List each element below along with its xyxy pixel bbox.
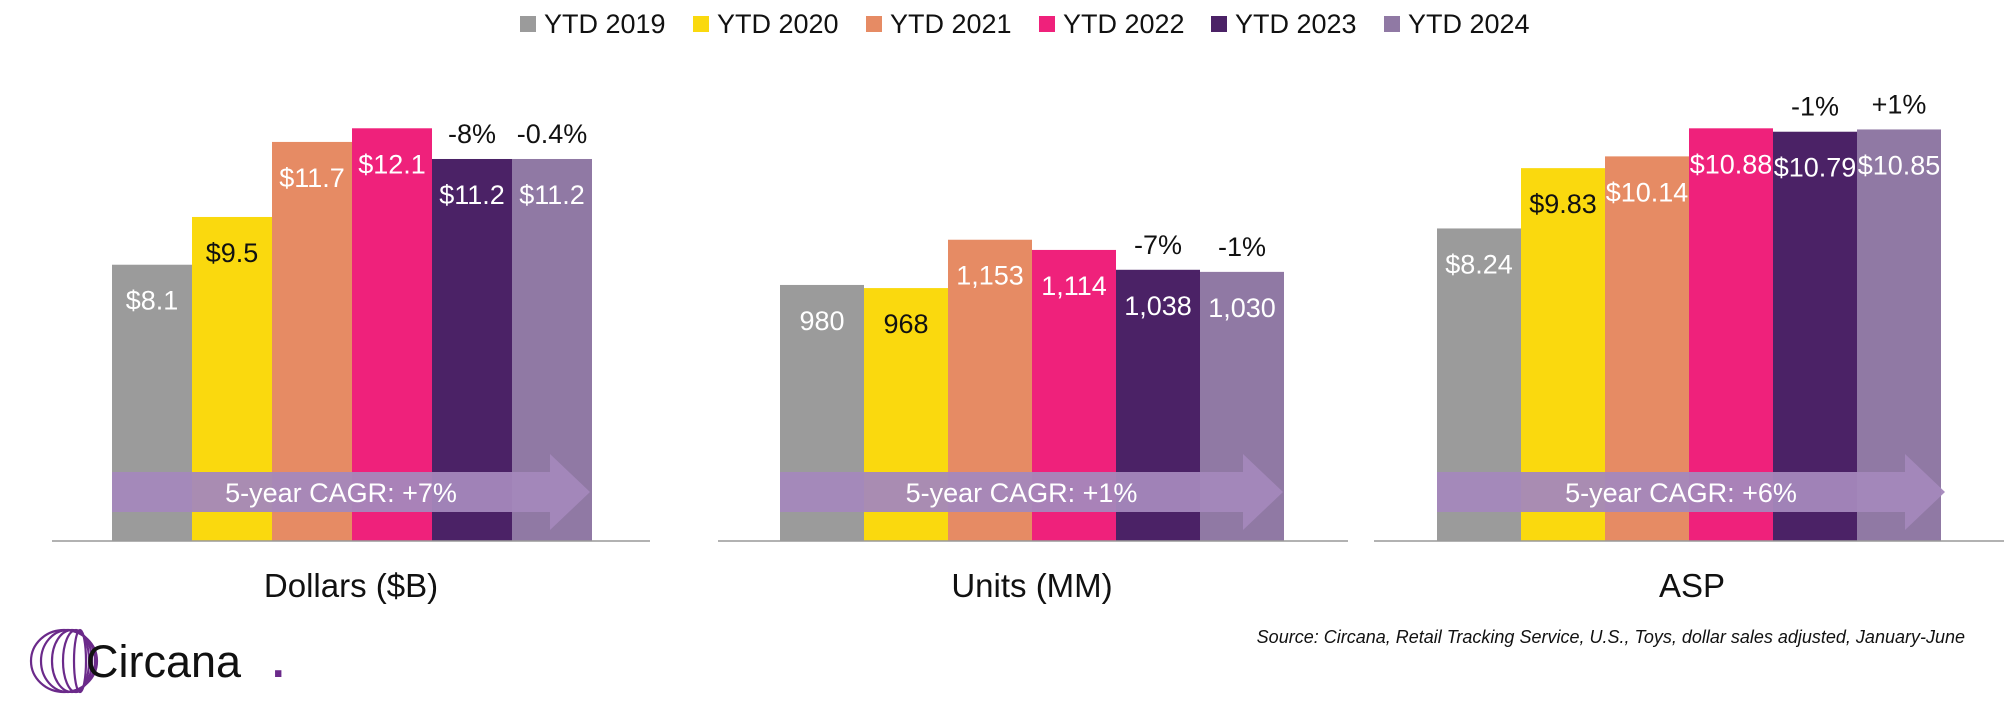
chart-panel-1: 980 968 1,153 1,114 1,038 -7% 1,030 -1% 5-year C… xyxy=(718,230,1348,604)
legend-swatch xyxy=(693,16,709,32)
bar-value-label: 1,153 xyxy=(956,261,1024,291)
bar-value-label: $9.5 xyxy=(206,238,259,268)
change-label: -1% xyxy=(1218,232,1266,262)
cagr-label: 5-year CAGR: +6% xyxy=(1565,478,1797,508)
bar-value-label: $11.2 xyxy=(519,180,585,210)
bar-value-label: $10.14 xyxy=(1606,177,1689,207)
legend-item: YTD 2019 xyxy=(520,9,666,39)
change-label: +1% xyxy=(1872,89,1927,119)
bar-value-label: $10.85 xyxy=(1858,150,1941,180)
chart-panel-0: $8.1 $9.5 $11.7 $12.1 $11.2 -8% $11.2 -0.4% 5-ye… xyxy=(52,119,650,604)
legend-item: YTD 2021 xyxy=(866,9,1012,39)
legend-label: YTD 2021 xyxy=(890,9,1012,39)
bar-value-label: 968 xyxy=(883,309,928,339)
change-label: -1% xyxy=(1791,92,1839,122)
legend-item: YTD 2024 xyxy=(1384,9,1530,39)
legend-label: YTD 2019 xyxy=(544,9,666,39)
cagr-label: 5-year CAGR: +7% xyxy=(225,478,457,508)
legend-label: YTD 2024 xyxy=(1408,9,1530,39)
cagr-arrow-icon xyxy=(1437,454,1945,530)
bar-value-label: $11.2 xyxy=(439,180,505,210)
bar-value-label: 980 xyxy=(799,306,844,336)
legend-swatch xyxy=(1211,16,1227,32)
legend-item: YTD 2020 xyxy=(693,9,839,39)
bar-value-label: $8.24 xyxy=(1445,249,1513,279)
circana-logo-text: Circana xyxy=(86,636,242,687)
bar-value-label: 1,030 xyxy=(1208,293,1276,323)
bar-value-label: $10.88 xyxy=(1690,149,1773,179)
legend: YTD 2019 YTD 2020 YTD 2021 YTD 2022 YTD 2023… xyxy=(520,9,1530,39)
circana-logo-dot: . xyxy=(272,636,285,687)
change-label: -8% xyxy=(448,119,496,149)
circana-logo: Circana . xyxy=(29,628,285,694)
bar-value-label: $12.1 xyxy=(358,149,426,179)
bar-value-label: $9.83 xyxy=(1529,189,1597,219)
change-label: -7% xyxy=(1134,230,1182,260)
chart-panels: $8.1 $9.5 $11.7 $12.1 $11.2 -8% $11.2 -0.4% 5-ye… xyxy=(52,89,2004,604)
legend-label: YTD 2023 xyxy=(1235,9,1357,39)
cagr-arrow-icon xyxy=(112,454,590,530)
bar-value-label: $11.7 xyxy=(279,163,345,193)
cagr-label: 5-year CAGR: +1% xyxy=(906,478,1138,508)
legend-swatch xyxy=(1384,16,1400,32)
chart-panel-2: $8.24 $9.83 $10.14$10.88 $10.79 -1% $10.85 +1%… xyxy=(1374,89,2004,604)
legend-label: YTD 2022 xyxy=(1063,9,1185,39)
legend-label: YTD 2020 xyxy=(717,9,839,39)
source-note: Source: Circana, Retail Tracking Service… xyxy=(1257,627,1965,647)
bar-value-label: $8.1 xyxy=(126,286,179,316)
panel-title: Dollars ($B) xyxy=(264,567,438,604)
legend-swatch xyxy=(866,16,882,32)
bar-value-label: $10.79 xyxy=(1774,153,1857,183)
bar-value-label: 1,038 xyxy=(1124,291,1192,321)
legend-swatch xyxy=(1039,16,1055,32)
legend-item: YTD 2022 xyxy=(1039,9,1185,39)
change-label: -0.4% xyxy=(517,119,588,149)
legend-swatch xyxy=(520,16,536,32)
panel-title: ASP xyxy=(1659,567,1725,604)
legend-item: YTD 2023 xyxy=(1211,9,1357,39)
cagr-arrow-icon xyxy=(780,454,1283,530)
circana-logo-mark-icon xyxy=(29,628,99,694)
bar-value-label: 1,114 xyxy=(1041,271,1107,301)
panel-title: Units (MM) xyxy=(951,567,1112,604)
